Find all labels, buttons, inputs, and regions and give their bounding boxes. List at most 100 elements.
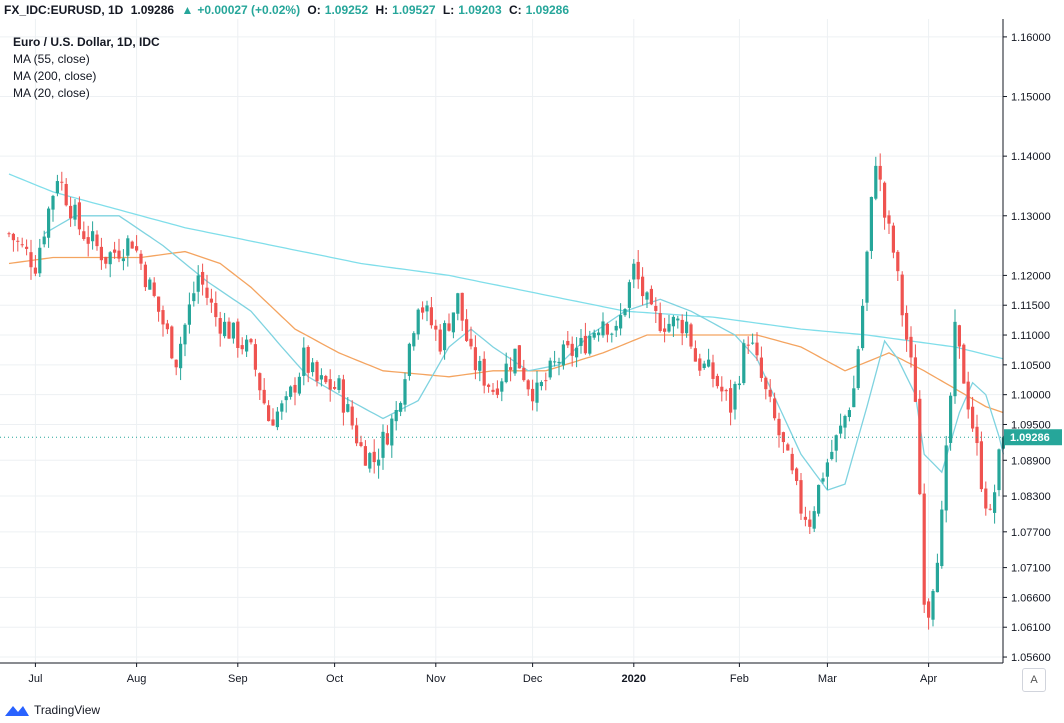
candle-body [456, 293, 460, 314]
x-tick-label: Dec [523, 673, 543, 685]
y-tick-label: 1.13000 [1011, 211, 1051, 223]
candle-body [531, 388, 535, 402]
legend-ma55[interactable]: MA (55, close) [13, 52, 90, 66]
candle-body [535, 382, 539, 403]
legend-ma200[interactable]: MA (200, close) [13, 69, 97, 83]
candle-body [861, 305, 865, 349]
price-axis: 1.16000 1.15000 1.14000 1.13000 1.12000 1.115… [0, 19, 1062, 664]
candle-body [803, 516, 807, 520]
candle-body [865, 251, 869, 303]
candle-body [522, 367, 526, 381]
candle-body [632, 263, 636, 280]
candle-body [289, 386, 293, 397]
candle-body [205, 287, 209, 298]
candle-body [605, 323, 609, 335]
candle-body [817, 484, 821, 514]
candle-body [957, 325, 961, 347]
low-value: 1.09203 [458, 3, 502, 17]
candle-body [368, 453, 372, 469]
candle-body [258, 373, 262, 391]
candle-body [174, 359, 178, 368]
candle-body [539, 382, 543, 387]
candle-body [359, 442, 363, 447]
candle-body [557, 361, 561, 364]
close-value: 1.09286 [525, 3, 570, 17]
candle-body [918, 398, 922, 495]
candle-body [711, 362, 715, 379]
candle-body [887, 215, 891, 224]
candle-body [592, 332, 596, 338]
y-tick-label: 1.07700 [1011, 527, 1051, 539]
candle-body [187, 304, 191, 325]
y-tick-label: 1.10500 [1011, 360, 1051, 372]
candle-body [834, 435, 838, 451]
candle-body [764, 377, 768, 390]
candle-body [966, 381, 970, 410]
candle-body [363, 446, 367, 466]
candle-body [707, 359, 711, 367]
candle-body [64, 183, 68, 206]
candle-body [737, 383, 741, 386]
price-chart[interactable]: 1.16000 1.15000 1.14000 1.13000 1.12000 1.115… [0, 19, 1064, 695]
x-tick-label: Sep [228, 673, 248, 685]
candle-body [869, 196, 873, 251]
candle-body [856, 349, 860, 389]
candle-body [575, 347, 579, 358]
candle-body [746, 344, 750, 346]
tradingview-logo-icon [5, 706, 29, 716]
candle-body [671, 316, 675, 327]
candle-body [447, 323, 451, 331]
candle-body [306, 347, 310, 373]
candle-body [733, 383, 737, 410]
legend-title[interactable]: Euro / U.S. Dollar, 1D, IDC [13, 35, 160, 49]
candle-body [337, 378, 341, 390]
candle-body [751, 342, 755, 344]
candle-body [407, 343, 411, 376]
legend-ma20[interactable]: MA (20, close) [13, 86, 90, 100]
high-value: 1.09527 [392, 3, 436, 17]
candle-body [82, 231, 86, 240]
candle-body [680, 319, 684, 334]
high-label: H: [375, 3, 389, 17]
candle-body [953, 321, 957, 397]
y-tick-label: 1.09500 [1011, 419, 1051, 431]
candle-body [487, 384, 491, 387]
candle-body [196, 275, 200, 292]
candle-body [830, 451, 834, 459]
auto-scale-button[interactable]: A [1022, 668, 1046, 692]
candle-body [284, 396, 288, 401]
y-tick-label: 1.14000 [1011, 151, 1051, 163]
y-tick-label: 1.10000 [1011, 390, 1051, 402]
candle-body [526, 380, 530, 390]
candle-body [183, 324, 187, 345]
y-tick-label: 1.08300 [1011, 491, 1051, 503]
candle-body [451, 312, 455, 333]
candle-body [69, 205, 73, 219]
candle-body [152, 282, 156, 296]
candle-body [121, 258, 125, 262]
candle-body [658, 313, 662, 331]
brand-name[interactable]: TradingView [34, 703, 101, 717]
candle-body [113, 249, 117, 253]
candle-body [231, 322, 235, 339]
candle-body [931, 591, 935, 620]
candle-body [874, 165, 878, 199]
candle-body [583, 335, 587, 354]
symbol-name[interactable]: FX_IDC:EURUSD, 1D [4, 3, 124, 17]
candle-body [905, 312, 909, 340]
candle-body [913, 357, 917, 402]
candle-body [86, 237, 90, 244]
candle-body [883, 182, 887, 218]
candle-body [786, 444, 790, 451]
candle-body [394, 409, 398, 422]
candle-body [271, 419, 275, 426]
x-tick-label: Apr [920, 673, 937, 685]
candle-body [553, 361, 557, 363]
candle-body [253, 344, 257, 370]
candle-body [698, 358, 702, 371]
last-price-tag [1004, 429, 1062, 446]
candle-body [214, 303, 218, 318]
candle-body [566, 340, 570, 346]
candle-body [236, 321, 240, 348]
candle-body [478, 360, 482, 371]
